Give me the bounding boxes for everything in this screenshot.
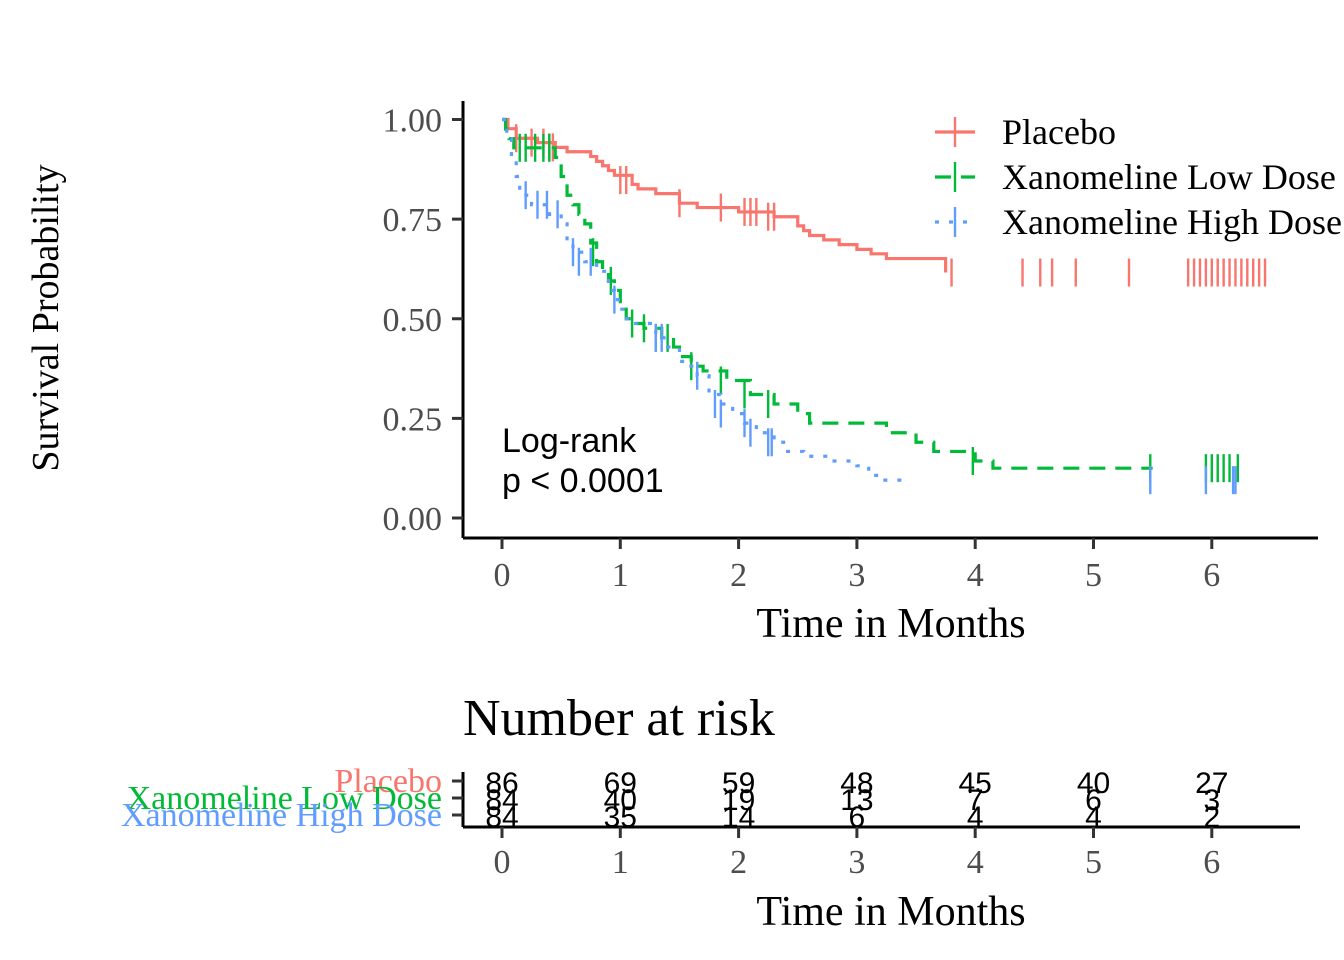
survival-curve-0 bbox=[502, 117, 948, 273]
y-tick-label: 1.00 bbox=[383, 103, 443, 140]
risk-count: 3 bbox=[1203, 784, 1220, 817]
risk-x-tick-label: 1 bbox=[612, 844, 629, 881]
y-tick-label: 0.75 bbox=[383, 202, 443, 239]
risk-table-title: Number at risk bbox=[463, 690, 775, 747]
risk-count: 19 bbox=[722, 784, 755, 817]
risk-x-axis-label: Time in Months bbox=[756, 889, 1025, 935]
risk-count: 45 bbox=[959, 767, 992, 800]
x-tick-label: 3 bbox=[848, 557, 865, 594]
risk-count: 2 bbox=[1203, 801, 1220, 834]
legend-label: Xanomeline High Dose bbox=[1002, 202, 1342, 242]
risk-count: 13 bbox=[840, 784, 873, 817]
survival-curve-1 bbox=[502, 117, 1153, 470]
risk-row-label: Xanomeline Low Dose bbox=[127, 780, 442, 817]
x-tick-label: 1 bbox=[612, 557, 629, 594]
risk-count: 40 bbox=[1077, 767, 1110, 800]
risk-count: 4 bbox=[967, 801, 984, 834]
x-axis-label: Time in Months bbox=[756, 601, 1025, 647]
x-ticks: 0 1 2 3 4 5 6 bbox=[494, 538, 1220, 594]
risk-count: 48 bbox=[840, 767, 873, 800]
risk-x-tick-label: 4 bbox=[967, 844, 984, 881]
x-tick-label: 0 bbox=[494, 557, 511, 594]
x-tick-label: 2 bbox=[730, 557, 747, 594]
risk-x-tick-label: 2 bbox=[730, 844, 747, 881]
y-tick-label: 0.00 bbox=[383, 501, 443, 538]
x-tick-label: 4 bbox=[967, 557, 984, 594]
y-tick-label: 0.50 bbox=[383, 302, 443, 339]
risk-count: 59 bbox=[722, 767, 755, 800]
risk-count: 69 bbox=[604, 767, 637, 800]
legend: Placebo Xanomeline Low Dose Xanomeline Hig… bbox=[935, 112, 1342, 242]
risk-count: 6 bbox=[1085, 784, 1102, 817]
logrank-pvalue: p < 0.0001 bbox=[502, 462, 664, 500]
x-tick-label: 6 bbox=[1203, 557, 1220, 594]
risk-count: 40 bbox=[604, 784, 637, 817]
risk-row-label: Placebo bbox=[334, 763, 442, 800]
risk-x-tick-label: 3 bbox=[848, 844, 865, 881]
risk-count: 4 bbox=[1085, 801, 1102, 834]
logrank-label: Log-rank bbox=[502, 422, 637, 460]
risk-x-ticks: 0 1 2 3 4 5 6 bbox=[494, 827, 1220, 881]
risk-x-tick-label: 0 bbox=[494, 844, 511, 881]
risk-x-tick-label: 5 bbox=[1085, 844, 1102, 881]
plot-area bbox=[502, 117, 1267, 495]
y-axis-label: Survival Probability bbox=[25, 164, 67, 471]
risk-count: 27 bbox=[1195, 767, 1228, 800]
legend-label: Placebo bbox=[1002, 112, 1116, 152]
x-tick-label: 5 bbox=[1085, 557, 1102, 594]
y-tick-label: 0.25 bbox=[383, 401, 443, 438]
risk-row-label: Xanomeline High Dose bbox=[121, 797, 442, 834]
risk-x-tick-label: 6 bbox=[1203, 844, 1220, 881]
risk-count: 7 bbox=[967, 784, 984, 817]
legend-label: Xanomeline Low Dose bbox=[1002, 157, 1336, 197]
risk-count: 86 bbox=[485, 767, 518, 800]
risk-count: 84 bbox=[485, 784, 518, 817]
y-ticks: 0.00 0.25 0.50 0.75 1.00 bbox=[383, 103, 463, 538]
risk-count: 6 bbox=[849, 801, 866, 834]
